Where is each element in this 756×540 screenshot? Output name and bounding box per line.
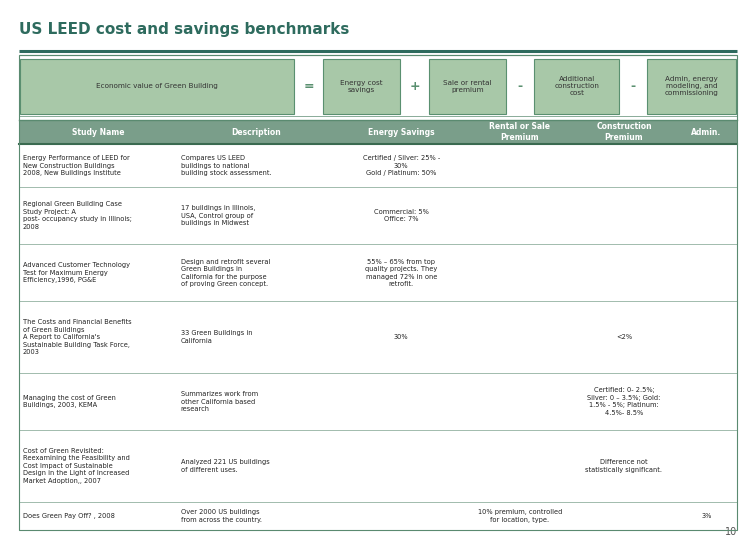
Text: Summarizes work from
other California based
research: Summarizes work from other California ba… — [181, 391, 258, 412]
Text: Regional Green Building Case
Study Project: A
post- occupancy study in Illinois;: Regional Green Building Case Study Proje… — [23, 201, 132, 230]
Text: Advanced Customer Technology
Test for Maximum Energy
Efficiency,1996, PG&E: Advanced Customer Technology Test for Ma… — [23, 262, 130, 284]
Text: <2%: <2% — [616, 334, 632, 340]
Text: Admin.: Admin. — [692, 127, 722, 137]
Text: Difference not
statistically significant.: Difference not statistically significant… — [585, 459, 662, 472]
Text: Additional
construction
cost: Additional construction cost — [554, 76, 599, 97]
Text: Commercial: 5%
Office: 7%: Commercial: 5% Office: 7% — [374, 209, 429, 222]
Text: Admin, energy
modeling, and
commissioning: Admin, energy modeling, and commissionin… — [665, 76, 718, 97]
Text: Rental or Sale
Premium: Rental or Sale Premium — [489, 123, 550, 141]
Text: Construction
Premium: Construction Premium — [596, 123, 652, 141]
Text: Cost of Green Revisited:
Reexamining the Feasibility and
Cost Impact of Sustaina: Cost of Green Revisited: Reexamining the… — [23, 448, 129, 484]
FancyBboxPatch shape — [534, 59, 619, 114]
Text: Description: Description — [231, 127, 280, 137]
Text: 10% premium, controlled
for location, type.: 10% premium, controlled for location, ty… — [478, 509, 562, 523]
Text: Managing the cost of Green
Buildings, 2003, KEMA: Managing the cost of Green Buildings, 20… — [23, 395, 116, 408]
Text: =: = — [303, 80, 314, 93]
Text: +: + — [409, 80, 420, 93]
Bar — [19, 55, 737, 530]
FancyBboxPatch shape — [647, 59, 736, 114]
Text: Energy Performance of LEED for
New Construction Buildings
2008, New Buildings In: Energy Performance of LEED for New Const… — [23, 155, 129, 176]
Text: Energy cost
savings: Energy cost savings — [340, 80, 383, 93]
Text: Certified / Silver: 25% -
30%
Gold / Platinum: 50%: Certified / Silver: 25% - 30% Gold / Pla… — [363, 155, 440, 176]
FancyBboxPatch shape — [429, 59, 506, 114]
Text: Energy Savings: Energy Savings — [368, 127, 435, 137]
Text: Over 2000 US buildings
from across the country.: Over 2000 US buildings from across the c… — [181, 509, 262, 523]
Text: -: - — [518, 80, 522, 93]
Text: Compares US LEED
buildings to national
building stock assessment.: Compares US LEED buildings to national b… — [181, 155, 271, 176]
Text: -: - — [631, 80, 636, 93]
FancyBboxPatch shape — [323, 59, 400, 114]
Text: Analyzed 221 US buildings
of different uses.: Analyzed 221 US buildings of different u… — [181, 459, 269, 472]
Text: 55% – 65% from top
quality projects. They
managed 72% in one
retrofit.: 55% – 65% from top quality projects. The… — [365, 259, 438, 287]
Text: Sale or rental
premium: Sale or rental premium — [443, 80, 491, 93]
Text: The Costs and Financial Benefits
of Green Buildings
A Report to California's
Sus: The Costs and Financial Benefits of Gree… — [23, 319, 132, 355]
Text: Does Green Pay Off? , 2008: Does Green Pay Off? , 2008 — [23, 513, 115, 519]
Text: 10: 10 — [725, 527, 737, 537]
Text: Design and retrofit several
Green Buildings in
California for the purpose
of pro: Design and retrofit several Green Buildi… — [181, 259, 270, 287]
Text: Study Name: Study Name — [72, 127, 124, 137]
Text: 30%: 30% — [394, 334, 409, 340]
Bar — [19, 120, 737, 144]
Text: 17 buildings in Illinois,
USA, Control group of
buildings in Midwest: 17 buildings in Illinois, USA, Control g… — [181, 205, 255, 226]
Text: Certified: 0- 2.5%;
Silver: 0 – 3.5%; Gold:
1.5% - 5%; Platinum:
4.5%- 8.5%: Certified: 0- 2.5%; Silver: 0 – 3.5%; Go… — [587, 387, 661, 416]
Text: US LEED cost and savings benchmarks: US LEED cost and savings benchmarks — [19, 22, 349, 37]
FancyBboxPatch shape — [20, 59, 294, 114]
Text: 3%: 3% — [702, 513, 711, 519]
Text: Economic value of Green Building: Economic value of Green Building — [97, 83, 218, 90]
Text: 33 Green Buildings in
California: 33 Green Buildings in California — [181, 330, 253, 344]
